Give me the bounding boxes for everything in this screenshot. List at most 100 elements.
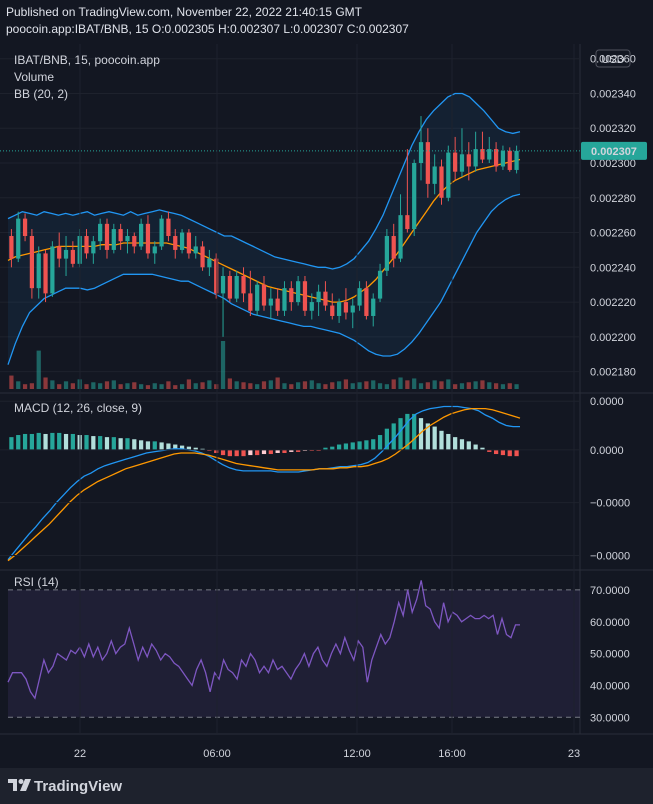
time-tick-label: 23 <box>568 748 580 760</box>
volume-bar <box>282 383 287 389</box>
volume-bar <box>152 383 157 389</box>
volume-bar <box>493 383 499 389</box>
volume-bar <box>371 380 376 389</box>
candle <box>152 241 157 264</box>
price-tick-label: 0.002240 <box>590 262 636 274</box>
candle-body <box>261 284 267 306</box>
macd-histogram-bar <box>29 433 35 450</box>
candle <box>282 281 287 316</box>
time-tick-label: 12:00 <box>343 748 371 760</box>
volume-bar <box>432 380 437 389</box>
macd-histogram-bar <box>493 449 499 455</box>
candle <box>500 145 506 170</box>
macd-histogram-bar <box>98 436 103 450</box>
candle-body <box>432 166 437 184</box>
time-tick-label: 22 <box>74 748 86 760</box>
volume-bar <box>186 379 192 389</box>
close-label: C: <box>346 22 359 36</box>
candle <box>57 232 62 268</box>
price-tick-label: 0.002340 <box>590 88 636 100</box>
ohlc-line: poocoin.app:IBAT/BNB, 15 O:0.002305 H:0.… <box>6 22 409 36</box>
volume-bar <box>22 384 28 389</box>
volume-bar <box>70 383 75 389</box>
volume-bar <box>214 384 219 389</box>
candle-body <box>234 276 239 299</box>
volume-bar <box>179 384 185 389</box>
chart-area[interactable]: 0.002360 0.002340 0.002320 0.002300 0.002280… <box>0 44 653 768</box>
rsi-tick-label: 60.0000 <box>590 617 630 629</box>
price-tick-label: 0.002180 <box>590 367 636 379</box>
candle-body <box>193 246 198 254</box>
volume-bar <box>268 380 273 389</box>
macd-histogram-bar <box>275 449 280 453</box>
macd-histogram-bar <box>289 449 294 452</box>
candle-body <box>487 149 492 160</box>
candle <box>384 229 389 276</box>
candle-body <box>412 163 417 230</box>
candle-body <box>330 305 335 316</box>
candle-body <box>425 142 430 184</box>
macd-histogram-bar <box>125 438 130 450</box>
candle-body <box>125 236 130 242</box>
candle <box>309 293 314 320</box>
candle <box>330 293 335 320</box>
time-tick-label: 06:00 <box>203 748 231 760</box>
volume-bar <box>200 382 205 389</box>
candle-body <box>275 298 280 311</box>
macd-histogram-bar <box>84 435 89 450</box>
macd-histogram-bar <box>166 443 171 450</box>
candle-body <box>384 236 389 271</box>
price-pane: 0.002360 0.002340 0.002320 0.002300 0.002280… <box>0 49 647 389</box>
candle <box>166 211 171 242</box>
candle <box>412 159 417 237</box>
macd-histogram-bar <box>446 433 451 450</box>
macd-histogram-bar <box>412 413 417 450</box>
macd-histogram-bar <box>152 441 157 450</box>
candle <box>29 229 35 299</box>
candle <box>425 128 430 198</box>
volume-bar <box>63 381 69 389</box>
macd-histogram-bar <box>241 449 246 457</box>
volume-bar <box>398 377 403 389</box>
volume-bar <box>207 380 212 389</box>
low-label: L: <box>283 22 294 36</box>
candle <box>398 194 403 263</box>
currency-button-label[interactable]: USD <box>601 54 624 66</box>
volume-bar <box>302 381 308 389</box>
macd-histogram-bar <box>255 449 260 456</box>
macd-histogram-bar <box>473 444 478 450</box>
volume-bar <box>507 383 512 389</box>
macd-histogram-bar <box>227 449 232 457</box>
price-tick-label: 0.002360 <box>590 54 636 66</box>
time-tick-label: 16:00 <box>438 748 466 760</box>
macd-histogram-bar <box>111 437 116 450</box>
macd-histogram-bar <box>268 449 273 455</box>
candle-body <box>173 236 178 250</box>
candle <box>268 288 273 320</box>
currency-button[interactable] <box>595 49 631 68</box>
volume-bar <box>36 350 41 389</box>
candle-body <box>186 232 192 254</box>
footer-bar: TradingView <box>0 768 653 804</box>
candle-body <box>343 302 349 313</box>
close-value: 0.002307 <box>358 22 409 36</box>
candle-body <box>514 150 519 170</box>
candle-body <box>371 298 376 316</box>
candle <box>459 128 465 177</box>
candle <box>350 298 355 329</box>
macd-signal-line <box>7 407 521 562</box>
candle-body <box>336 302 342 316</box>
volume-bar <box>405 380 410 389</box>
candle <box>227 270 232 303</box>
candle <box>296 276 301 306</box>
price-tick-label: 0.002320 <box>590 123 636 135</box>
volume-bar <box>384 384 389 389</box>
candle-body <box>473 149 478 167</box>
candle <box>91 236 96 264</box>
volume-bar <box>453 384 458 389</box>
rsi-tick-label: 30.0000 <box>590 712 630 724</box>
macd-histogram-bar <box>9 437 14 450</box>
macd-histogram-bar <box>459 439 465 450</box>
candle <box>173 229 178 259</box>
macd-histogram-bar <box>371 439 376 450</box>
